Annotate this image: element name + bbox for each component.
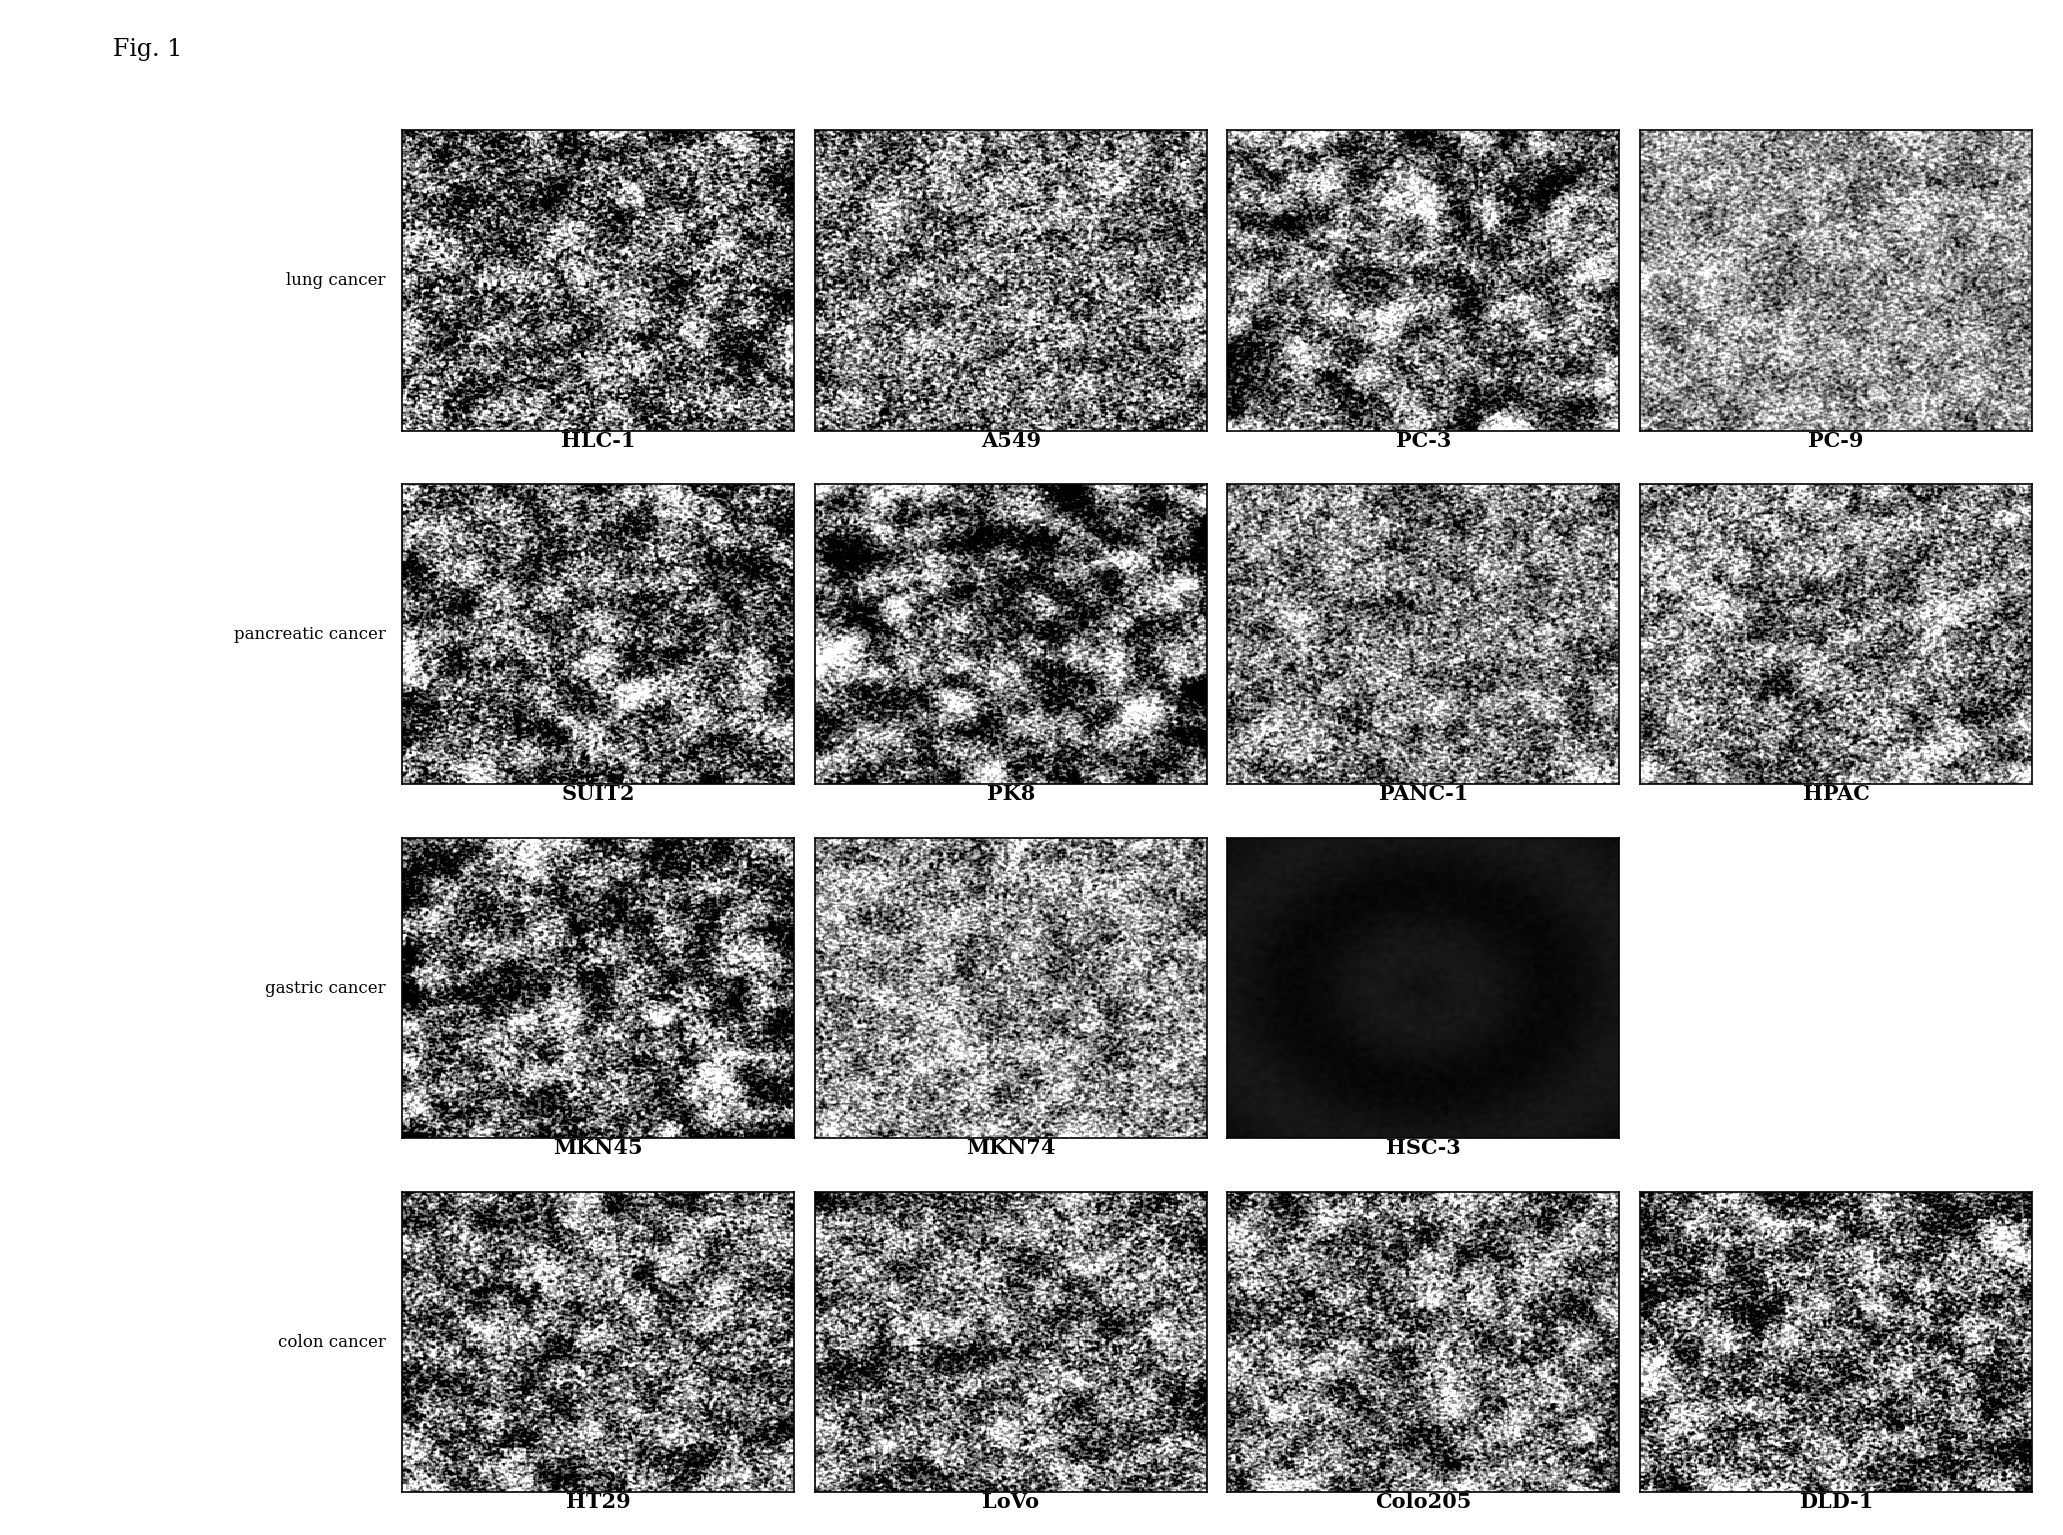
- Text: A549: A549: [980, 431, 1042, 451]
- Text: PC-9: PC-9: [1809, 431, 1863, 451]
- Text: MKN45: MKN45: [553, 1139, 644, 1159]
- Text: MKN74: MKN74: [965, 1139, 1056, 1159]
- Text: SUIT2: SUIT2: [561, 784, 635, 804]
- Text: HPAC: HPAC: [1803, 784, 1869, 804]
- Text: Fig. 1: Fig. 1: [113, 38, 184, 61]
- Text: DLD-1: DLD-1: [1799, 1492, 1873, 1512]
- Text: Colo205: Colo205: [1376, 1492, 1471, 1512]
- Text: colon cancer: colon cancer: [279, 1334, 386, 1351]
- Text: PANC-1: PANC-1: [1378, 784, 1469, 804]
- Text: pancreatic cancer: pancreatic cancer: [233, 626, 386, 643]
- Text: LoVo: LoVo: [982, 1492, 1040, 1512]
- Text: HSC-3: HSC-3: [1386, 1139, 1461, 1159]
- Text: HT29: HT29: [565, 1492, 631, 1512]
- Text: PC-3: PC-3: [1397, 431, 1450, 451]
- Text: gastric cancer: gastric cancer: [266, 979, 386, 996]
- Text: lung cancer: lung cancer: [287, 272, 386, 289]
- Text: HLC-1: HLC-1: [561, 431, 635, 451]
- Text: PK8: PK8: [986, 784, 1036, 804]
